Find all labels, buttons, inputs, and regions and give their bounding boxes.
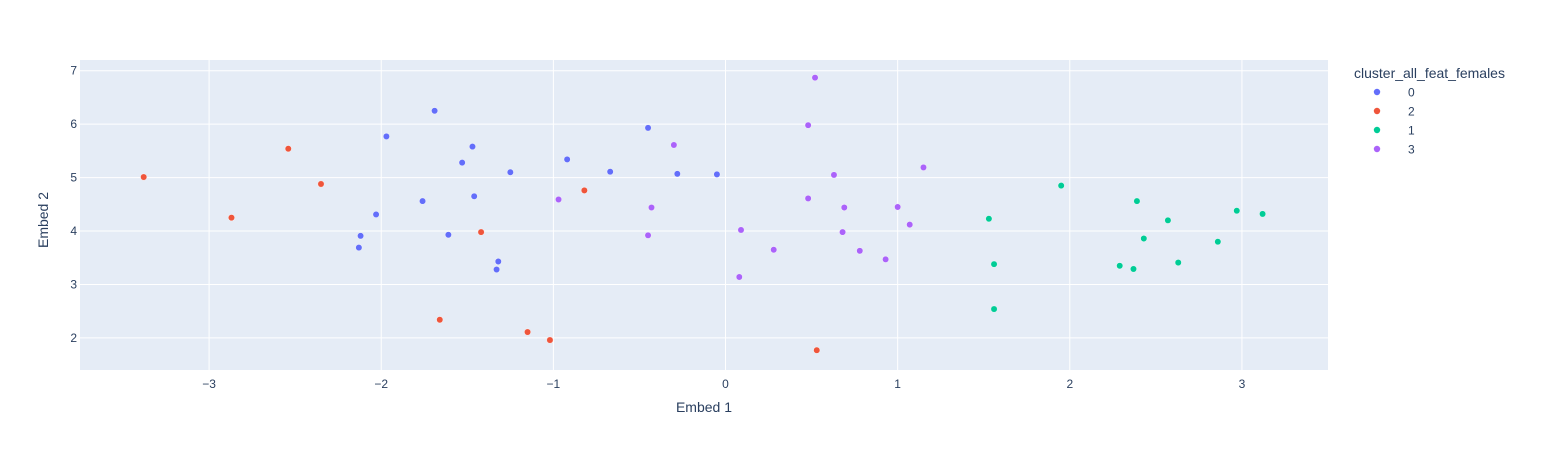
data-point-series-3 (811, 74, 819, 82)
data-point-series-3 (644, 231, 652, 239)
legend-marker (1373, 88, 1381, 96)
plot-area (80, 60, 1328, 370)
data-point-series-1 (1174, 259, 1182, 266)
data-point-series-3 (882, 255, 890, 263)
data-point-series-3 (804, 195, 812, 202)
data-point-series-3 (770, 246, 778, 254)
data-point-series-0 (383, 133, 390, 140)
x-tick-label: −1 (547, 377, 561, 391)
x-tick-label: 2 (1066, 377, 1073, 391)
y-axis-ticks: 2 3 4 5 6 7 (70, 64, 77, 345)
data-point-series-3 (830, 171, 838, 179)
data-point-series-0 (713, 170, 721, 178)
data-points (140, 74, 1266, 354)
data-point-series-2 (436, 316, 444, 324)
data-point-series-1 (1214, 238, 1222, 246)
data-point-series-3 (839, 228, 846, 236)
data-point-series-0 (493, 266, 500, 273)
data-point-series-2 (228, 214, 235, 222)
data-point-series-0 (673, 170, 681, 178)
data-point-series-2 (477, 228, 485, 236)
data-point-series-0 (606, 168, 614, 176)
legend: cluster_all_feat_females 0 2 1 3 (1354, 65, 1505, 157)
data-point-series-1 (1057, 182, 1065, 190)
data-point-series-2 (284, 145, 292, 153)
y-tick-label: 5 (70, 171, 77, 185)
data-point-series-1 (1164, 216, 1172, 224)
data-point-series-1 (1130, 265, 1137, 273)
y-tick-label: 6 (70, 117, 77, 131)
data-point-series-1 (1233, 207, 1241, 215)
data-point-series-0 (355, 244, 363, 252)
y-tick-label: 4 (70, 224, 77, 238)
data-point-series-1 (990, 260, 998, 268)
data-point-series-2 (140, 173, 148, 181)
data-point-series-1 (1259, 210, 1266, 218)
legend-marker (1373, 145, 1381, 153)
data-point-series-1 (990, 305, 998, 313)
legend-marker (1373, 107, 1381, 115)
data-point-series-2 (546, 336, 554, 344)
legend-item-label[interactable]: 3 (1408, 143, 1415, 157)
y-tick-label: 2 (70, 331, 77, 345)
legend-marker (1373, 126, 1381, 134)
data-point-series-0 (444, 231, 452, 239)
y-tick-label: 3 (70, 277, 77, 291)
data-point-series-3 (735, 273, 743, 281)
data-point-series-3 (894, 203, 902, 211)
data-point-series-0 (469, 143, 476, 150)
data-point-series-3 (737, 226, 745, 234)
data-point-series-1 (1133, 197, 1141, 205)
data-point-series-0 (470, 192, 478, 200)
data-point-series-1 (1140, 235, 1148, 242)
x-tick-label: 1 (894, 377, 901, 391)
legend-item-label[interactable]: 2 (1408, 105, 1415, 119)
data-point-series-2 (813, 346, 821, 354)
legend-item-label[interactable]: 1 (1408, 124, 1415, 138)
data-point-series-2 (524, 328, 531, 336)
data-point-series-0 (644, 124, 652, 132)
data-point-series-0 (494, 258, 502, 265)
legend-title: cluster_all_feat_females (1354, 65, 1505, 81)
data-point-series-3 (670, 141, 678, 149)
data-point-series-0 (372, 211, 380, 218)
data-point-series-1 (985, 215, 993, 223)
data-point-series-3 (920, 164, 927, 171)
data-point-series-3 (804, 121, 812, 129)
data-point-series-2 (317, 180, 325, 188)
data-point-series-3 (555, 196, 562, 203)
data-point-series-3 (856, 247, 864, 255)
data-point-series-0 (458, 159, 466, 167)
data-point-series-0 (563, 156, 571, 163)
gridlines (80, 60, 1328, 370)
x-tick-label: −2 (374, 377, 388, 391)
data-point-series-0 (431, 107, 439, 115)
x-axis-ticks: −3 −2 −1 0 1 2 3 (202, 377, 1245, 391)
data-point-series-0 (357, 232, 364, 240)
x-tick-label: −3 (202, 377, 216, 391)
data-point-series-1 (1116, 262, 1124, 270)
data-point-series-0 (419, 197, 426, 205)
y-axis-label: Embed 2 (35, 192, 51, 248)
y-tick-label: 7 (70, 64, 77, 78)
x-tick-label: 0 (722, 377, 729, 391)
data-point-series-0 (506, 168, 514, 176)
x-axis-label: Embed 1 (676, 399, 732, 415)
data-point-series-2 (580, 187, 588, 194)
data-point-series-3 (648, 204, 655, 211)
x-tick-label: 3 (1239, 377, 1246, 391)
data-point-series-3 (906, 221, 914, 229)
legend-item-label[interactable]: 0 (1408, 86, 1415, 100)
data-point-series-3 (840, 204, 848, 211)
